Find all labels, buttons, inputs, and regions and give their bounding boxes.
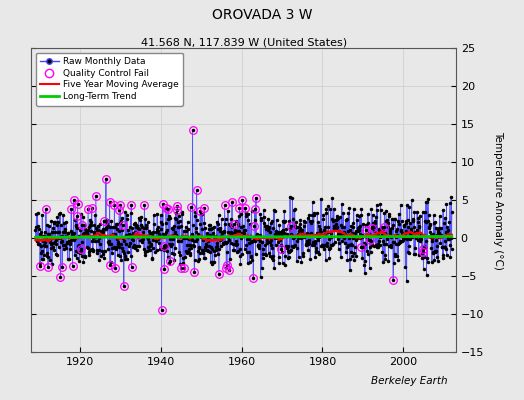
Legend: Raw Monthly Data, Quality Control Fail, Five Year Moving Average, Long-Term Tren: Raw Monthly Data, Quality Control Fail, … — [36, 52, 183, 106]
Title: 41.568 N, 117.839 W (United States): 41.568 N, 117.839 W (United States) — [140, 37, 347, 47]
Y-axis label: Temperature Anomaly (°C): Temperature Anomaly (°C) — [494, 130, 504, 270]
Text: OROVADA 3 W: OROVADA 3 W — [212, 8, 312, 22]
Text: Berkeley Earth: Berkeley Earth — [371, 376, 447, 386]
